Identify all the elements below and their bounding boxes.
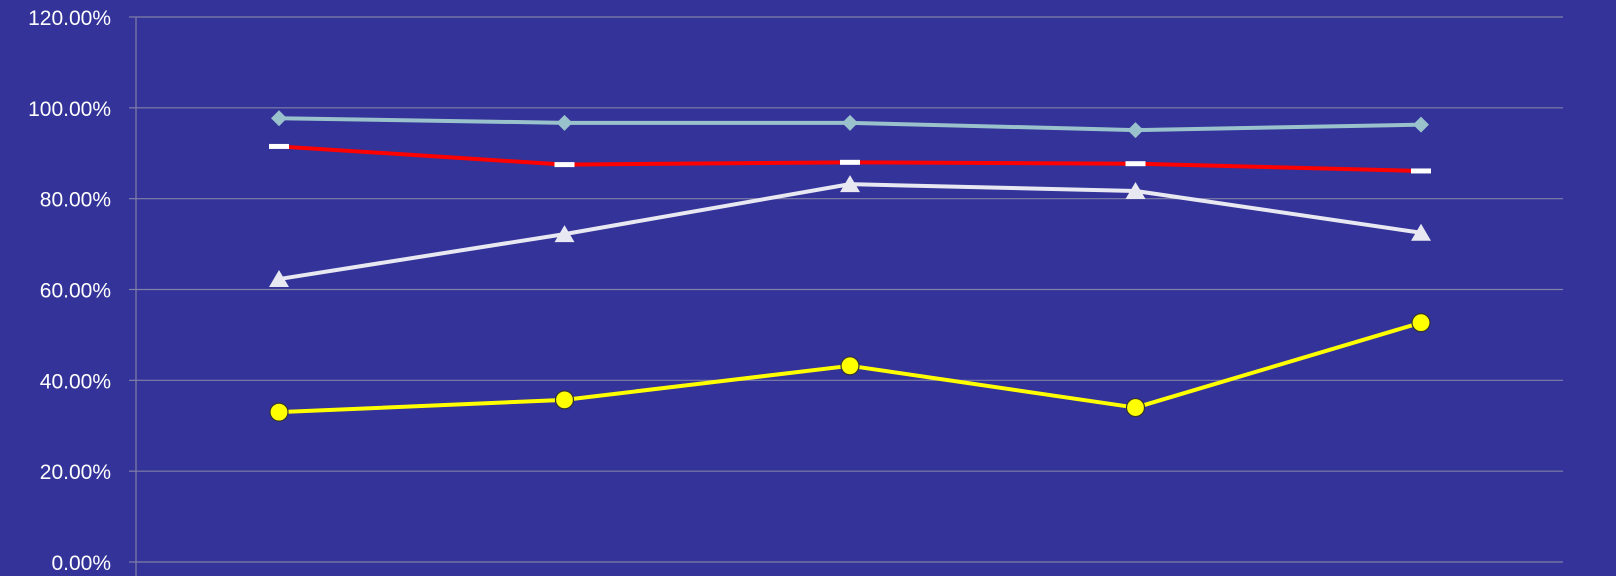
- series-0-point-3: [1127, 122, 1144, 139]
- series-2: [269, 175, 1431, 288]
- series-2-point-0: [269, 270, 289, 288]
- series-0-point-1: [556, 114, 573, 131]
- y-tick-label-4: 80.00%: [40, 189, 111, 212]
- series-1-point-3: [1125, 161, 1146, 167]
- series-2-point-1: [554, 225, 575, 243]
- y-tick-label-0: 0.00%: [51, 552, 111, 575]
- series-1-point-0: [269, 143, 289, 149]
- series-3-point-2: [840, 356, 860, 376]
- y-tick-label-3: 60.00%: [40, 280, 111, 303]
- series-3-point-1: [554, 390, 575, 410]
- y-tick-label-6: 120.00%: [28, 7, 111, 30]
- series-0-point-2: [842, 114, 858, 131]
- series-3-point-3: [1125, 397, 1146, 418]
- y-axis: 0.00% 20.00% 40.00% 60.00% 80.00% 100.00% 120.…: [28, 7, 137, 576]
- series-group: [269, 110, 1431, 422]
- series-2-point-3: [1125, 181, 1146, 199]
- series-0-point-0: [271, 110, 287, 127]
- y-tick-label-1: 20.00%: [40, 461, 111, 484]
- series-1: [269, 143, 1431, 174]
- series-0-point-4: [1413, 116, 1429, 133]
- series-1-point-2: [840, 159, 860, 165]
- gridlines: [136, 16, 1563, 563]
- y-tick-label-2: 40.00%: [40, 370, 111, 393]
- series-3: [269, 313, 1431, 422]
- series-2-point-2: [840, 175, 860, 193]
- series-3-point-4: [1411, 313, 1431, 333]
- series-1-point-1: [554, 162, 575, 168]
- series-2-point-4: [1411, 223, 1431, 241]
- series-1-point-4: [1411, 168, 1431, 174]
- series-3-point-0: [269, 402, 289, 422]
- y-tick-label-5: 100.00%: [28, 98, 111, 121]
- series-0: [271, 110, 1429, 139]
